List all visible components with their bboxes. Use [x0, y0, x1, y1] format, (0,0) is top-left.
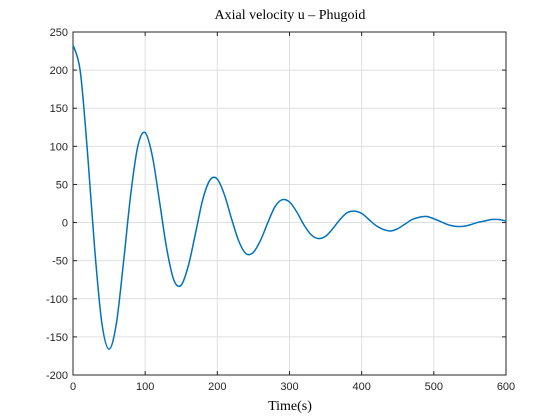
- x-tick-label: 500: [425, 381, 443, 393]
- y-tick-label: 150: [50, 103, 68, 115]
- x-axis-label: Time(s): [268, 399, 312, 414]
- y-tick-label: -100: [46, 294, 68, 306]
- chart-title: Axial velocity u – Phugoid: [215, 8, 366, 23]
- plot-frame: [72, 31, 507, 376]
- x-tick-label: 200: [208, 381, 226, 393]
- x-tick-label: 600: [497, 381, 515, 393]
- y-tick-label: 200: [50, 65, 68, 77]
- y-tick-label: -200: [46, 370, 68, 382]
- y-tick-label: 50: [56, 179, 68, 191]
- x-tick-label: 400: [352, 381, 370, 393]
- y-tick-label: 0: [62, 218, 68, 230]
- y-tick-label: 100: [50, 141, 68, 153]
- y-tick-label: 250: [50, 27, 68, 39]
- x-tick-label: 300: [280, 381, 298, 393]
- x-tick-label: 100: [136, 381, 154, 393]
- x-tick-label: 0: [70, 381, 76, 393]
- y-tick-label: -50: [52, 256, 68, 268]
- y-tick-label: -150: [46, 332, 68, 344]
- line-series: [72, 44, 507, 350]
